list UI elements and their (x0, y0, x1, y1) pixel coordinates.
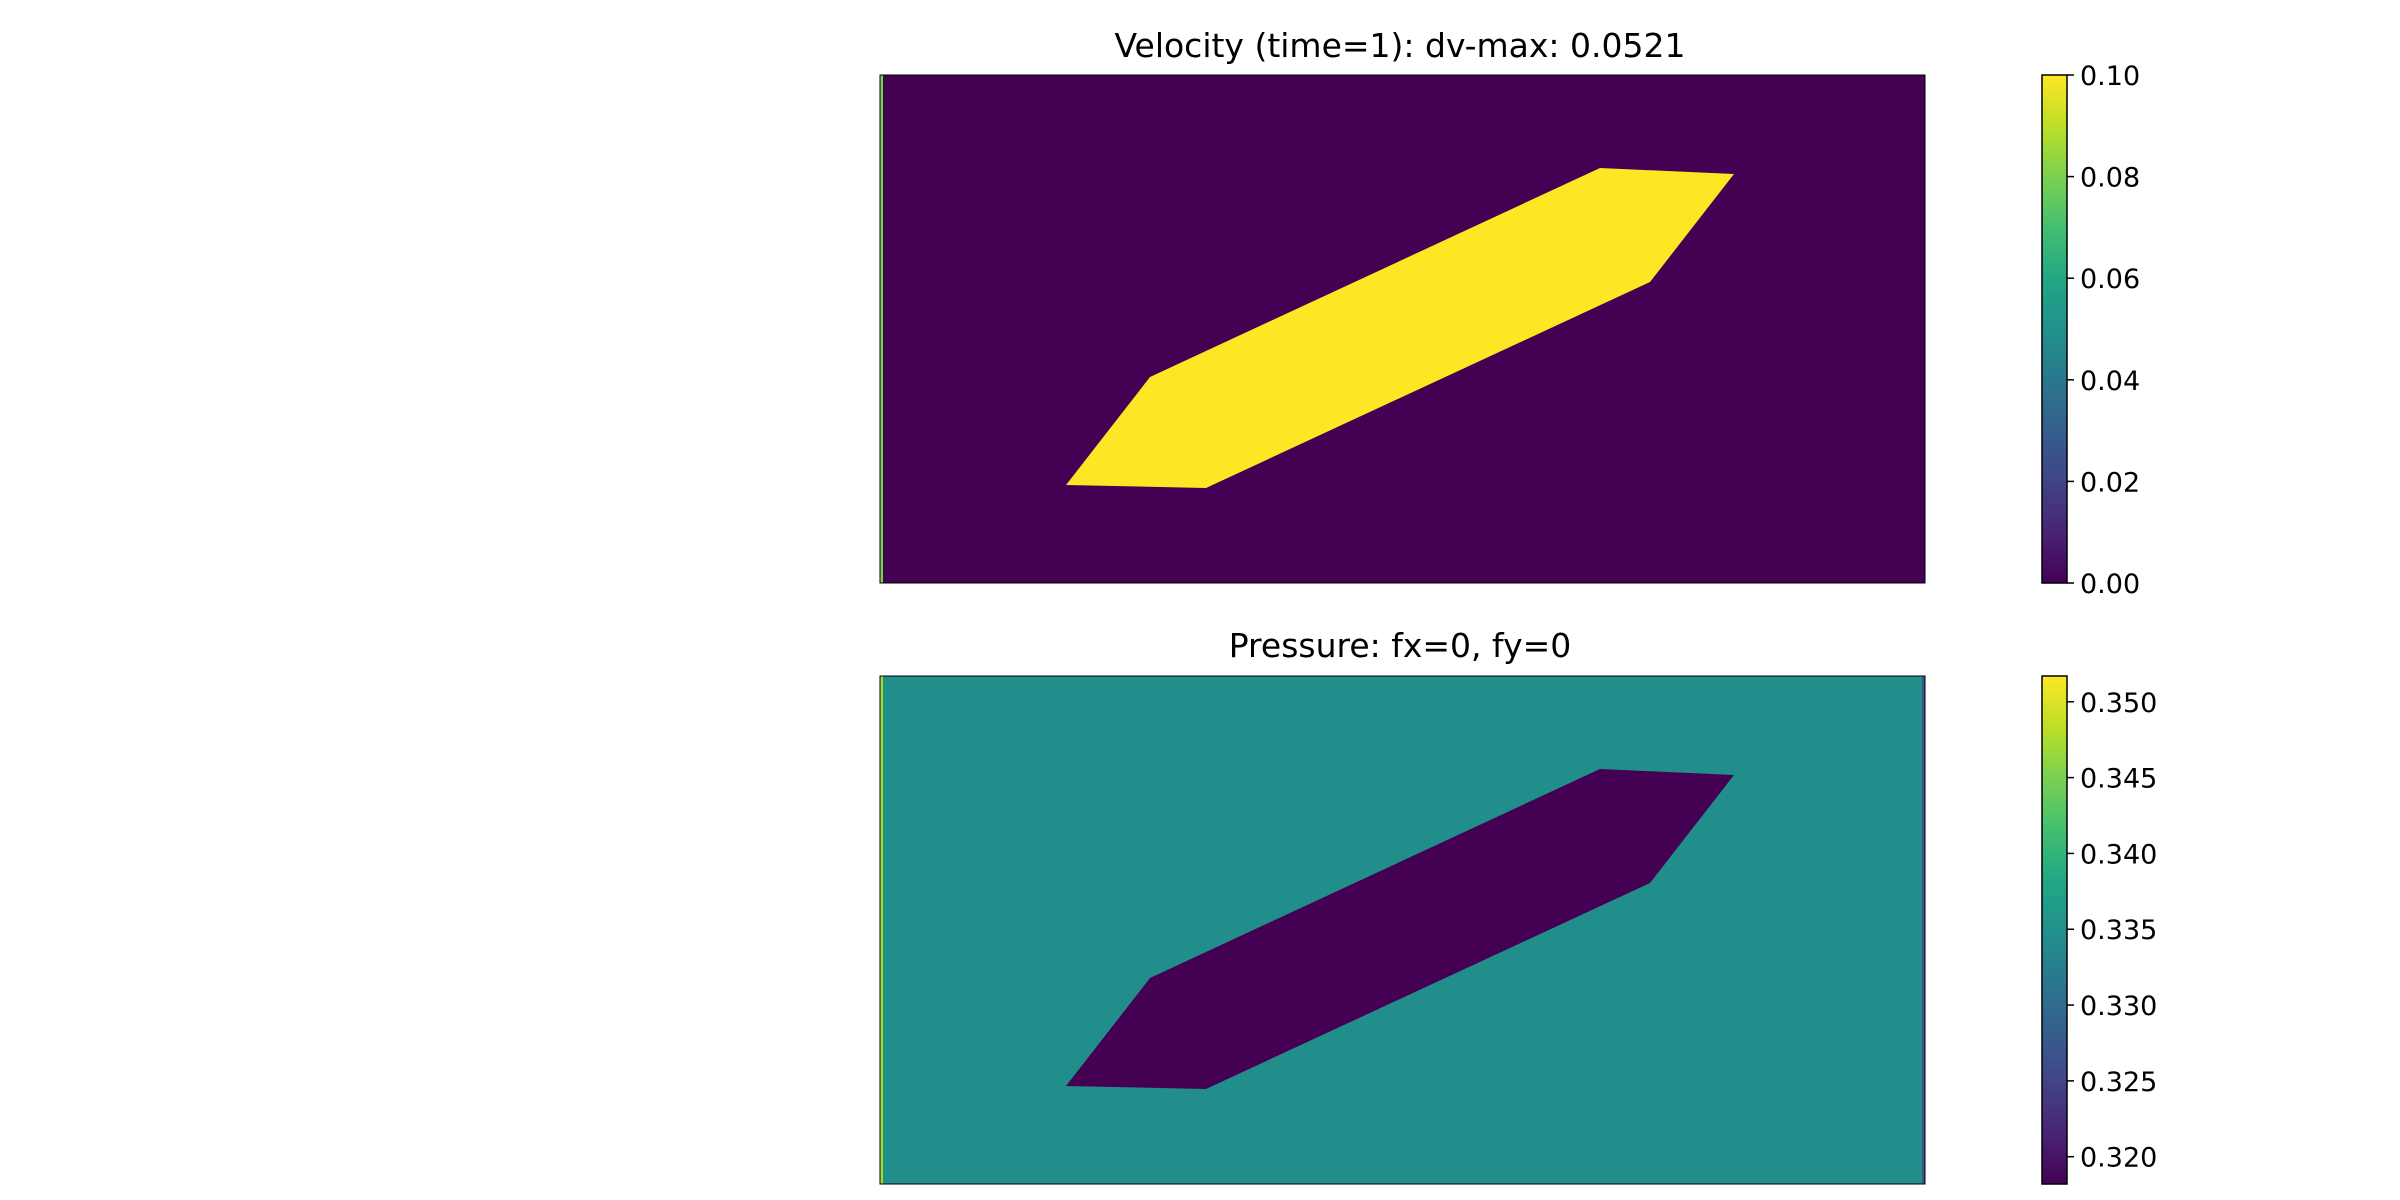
pressure-colorbar-tick-label: 0.330 (2080, 991, 2157, 1022)
pressure-colorbar-tick-label: 0.320 (2080, 1143, 2157, 1174)
velocity-obstacle (1066, 168, 1734, 488)
pressure-obstacle (1066, 769, 1734, 1089)
pressure-colorbar (2041, 675, 2068, 1185)
velocity-colorbar-ticks: 0.00 0.02 0.04 0.06 0.08 0.10 (2067, 61, 2140, 600)
velocity-panel: Velocity (time=1): dv-max: 0.0521 0.000.… (879, 26, 2140, 600)
velocity-colorbar-tick-label: 0.04 (2080, 366, 2140, 397)
velocity-inlet-edge (880, 75, 883, 583)
velocity-colorbar-tick-label: 0.10 (2080, 61, 2140, 92)
pressure-colorbar-tick-label: 0.340 (2080, 839, 2157, 870)
velocity-colorbar-tick-label: 0.02 (2080, 467, 2140, 498)
pressure-panel: Pressure: fx=0, fy=0 0.350 0.345 0.340 0.33… (879, 626, 2157, 1185)
pressure-inlet-edge (880, 676, 883, 1184)
velocity-colorbar-tick-label: 0.08 (2080, 163, 2140, 194)
velocity-colorbar-tick-label: 0.06 (2080, 264, 2140, 295)
pressure-title: Pressure: fx=0, fy=0 (1229, 626, 1572, 665)
pressure-outlet-edge (1922, 676, 1925, 1184)
velocity-outlet-edge (1922, 75, 1925, 583)
pressure-colorbar-tick-label: 0.350 (2080, 688, 2157, 719)
pressure-axes-frame (879, 675, 1926, 1185)
velocity-colorbar (2041, 74, 2068, 584)
pressure-colorbar-ticks: 0.350 0.345 0.340 0.335 0.330 0.325 0.320 (2067, 688, 2157, 1174)
velocity-colorbar-tick-label: 0.00 (2080, 569, 2140, 600)
velocity-axes-frame (879, 74, 1926, 584)
velocity-title: Velocity (time=1): dv-max: 0.0521 (1115, 26, 1686, 65)
pressure-colorbar-tick-label: 0.325 (2080, 1067, 2157, 1098)
pressure-colorbar-tick-label: 0.335 (2080, 915, 2157, 946)
pressure-colorbar-tick-label: 0.345 (2080, 764, 2157, 795)
